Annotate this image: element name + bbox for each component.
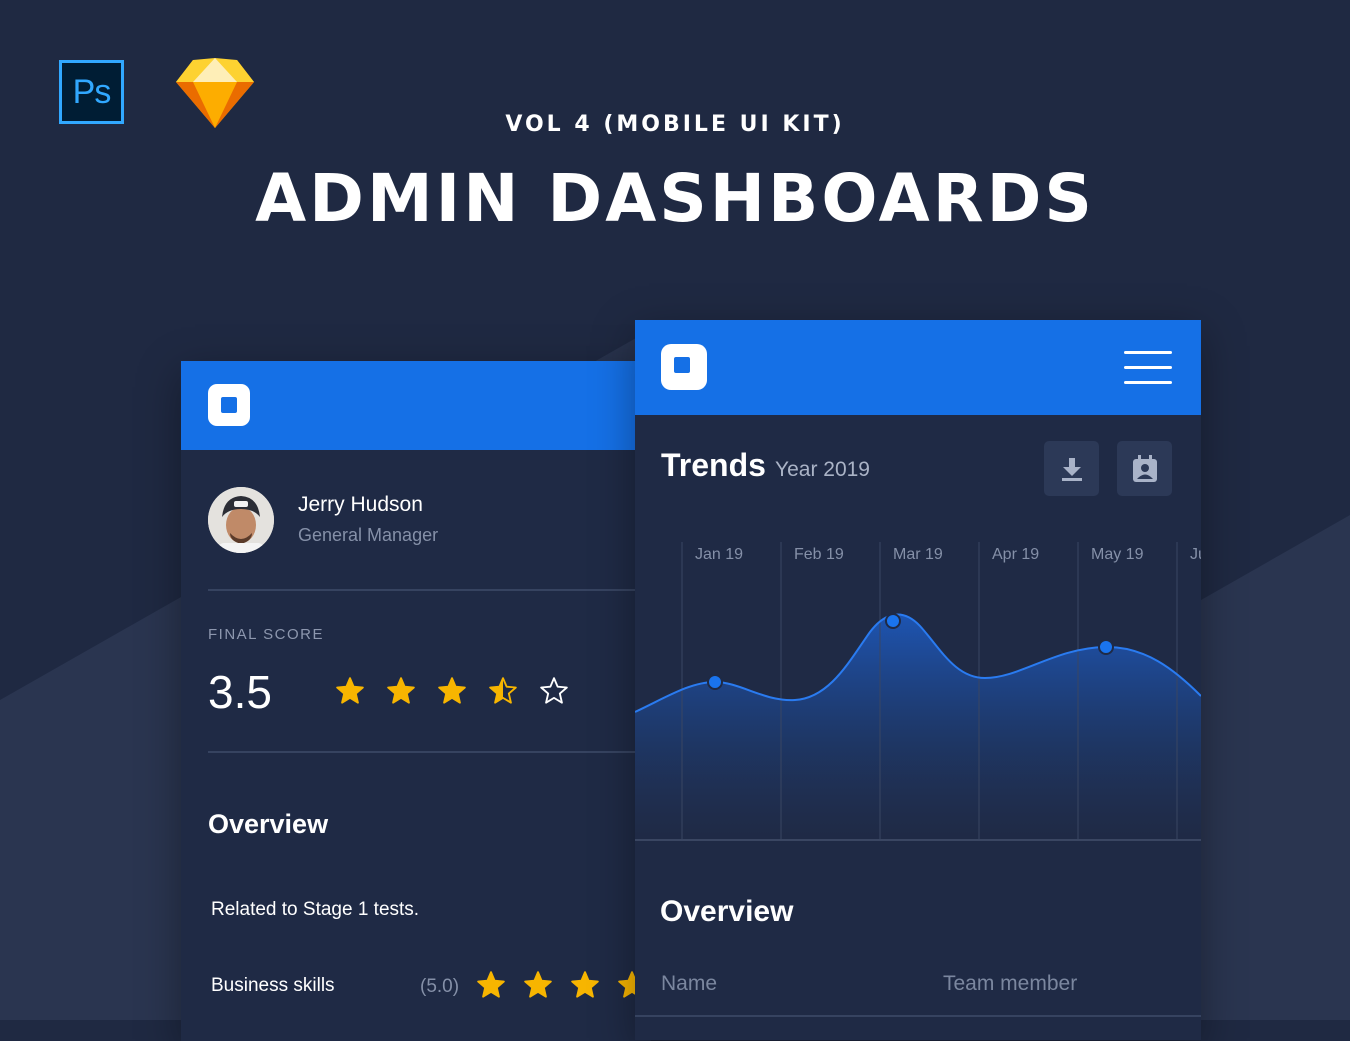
- user-role: General Manager: [298, 525, 439, 545]
- star-filled-icon: [336, 677, 364, 704]
- trends-card-header: [635, 320, 1201, 415]
- download-button[interactable]: [1044, 441, 1099, 496]
- download-icon: [1061, 457, 1082, 481]
- overview-description: Related to Stage 1 tests.: [211, 899, 420, 920]
- data-point[interactable]: [885, 613, 901, 629]
- data-point[interactable]: [707, 674, 723, 690]
- x-axis-label: Feb 19: [794, 546, 844, 563]
- trends-title: Trends: [661, 447, 766, 483]
- data-point[interactable]: [1098, 639, 1114, 655]
- profile-card-header: [181, 361, 651, 450]
- sketch-logo-icon: [176, 58, 254, 128]
- column-header-team-member[interactable]: Team member: [943, 972, 1078, 995]
- star-empty-icon: [540, 677, 568, 704]
- app-logo-icon[interactable]: [208, 384, 250, 426]
- x-axis-label: May 19: [1091, 546, 1144, 563]
- profile-card: Jerry Hudson General Manager FINAL SCORE…: [181, 361, 651, 1041]
- trends-chart[interactable]: Jan 19 Feb 19 Mar 19 Apr 19 May 19 Jun 19: [635, 520, 1201, 842]
- star-filled-icon: [524, 971, 552, 998]
- page-subtitle: VOL 4 (MOBILE UI KIT): [505, 112, 845, 137]
- star-filled-icon: [477, 971, 505, 998]
- column-header-name[interactable]: Name: [661, 972, 718, 995]
- final-score-stars: [336, 677, 568, 705]
- calendar-user-icon: [1132, 454, 1157, 482]
- divider: [208, 751, 651, 753]
- star-filled-icon: [387, 677, 415, 704]
- overview-title: Overview: [660, 895, 794, 928]
- x-axis-label: Apr 19: [992, 546, 1039, 563]
- contact-calendar-button[interactable]: [1117, 441, 1172, 496]
- menu-icon[interactable]: [1124, 351, 1172, 385]
- trend-area: [635, 614, 1201, 840]
- final-score-label: FINAL SCORE: [208, 626, 324, 643]
- trends-card: Trends Year 2019 Jan 19 Feb 19 Mar 19 Apr 1…: [635, 320, 1201, 1040]
- star-half-icon: [489, 677, 517, 704]
- x-axis-label: Jun 19: [1190, 546, 1201, 563]
- final-score-value: 3.5: [208, 666, 272, 718]
- star-filled-icon: [438, 677, 466, 704]
- skill-score: (5.0): [420, 976, 460, 997]
- table-divider: [635, 1015, 1201, 1017]
- page-title: ADMIN DASHBOARDS: [255, 160, 1095, 237]
- photoshop-logo-icon: Ps: [59, 60, 124, 124]
- skill-name: Business skills: [211, 975, 335, 996]
- user-name: Jerry Hudson: [298, 493, 423, 516]
- x-axis-label: Jan 19: [695, 546, 743, 563]
- photoshop-logo-text: Ps: [72, 72, 112, 111]
- avatar[interactable]: [208, 487, 274, 553]
- x-axis-label: Mar 19: [893, 546, 943, 563]
- divider: [208, 589, 651, 591]
- app-logo-icon[interactable]: [661, 344, 707, 390]
- star-filled-icon: [571, 971, 599, 998]
- skill-stars: [477, 971, 646, 999]
- avatar-image: [208, 487, 274, 553]
- overview-title: Overview: [208, 809, 329, 839]
- trends-period[interactable]: Year 2019: [775, 458, 870, 481]
